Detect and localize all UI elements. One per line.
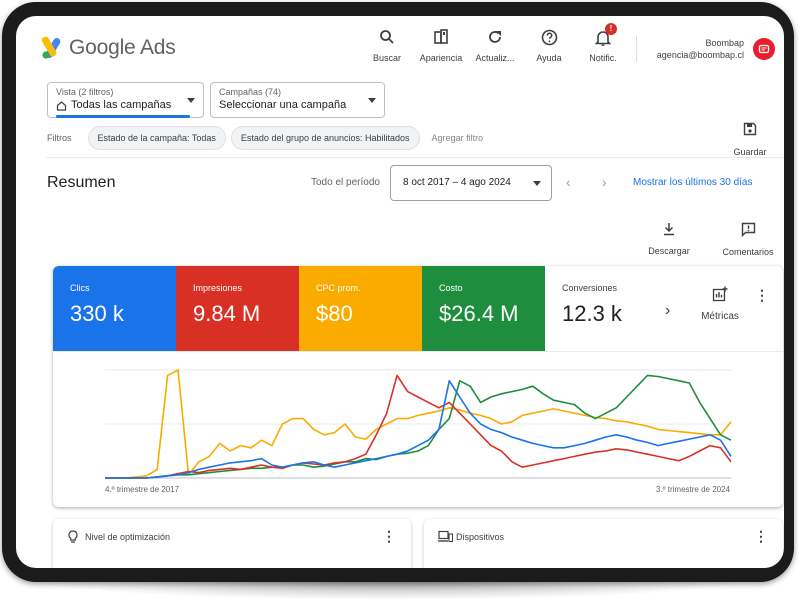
save-button[interactable]: Guardar xyxy=(728,122,772,157)
help-icon xyxy=(541,29,557,45)
metric-name: Costo xyxy=(439,283,463,293)
chevron-down-icon xyxy=(187,98,195,103)
view-selector-value: Todas las campañas xyxy=(71,99,172,111)
devices-panel: Dispositivos ⋮ xyxy=(424,519,783,568)
help-button[interactable]: Ayuda xyxy=(523,26,575,63)
metrics-label: Métricas xyxy=(701,311,739,322)
download-label: Descargar xyxy=(648,246,690,256)
filters-label: Filtros xyxy=(47,133,72,143)
account-name: Boombap xyxy=(705,38,744,48)
metric-name: Conversiones xyxy=(562,283,618,293)
metric-name: CPC prom. xyxy=(316,283,361,293)
brand-name: Google Ads xyxy=(69,36,176,59)
campaign-selector[interactable]: Campañas (74) Seleccionar una campaña xyxy=(210,82,385,118)
metric-value: $80 xyxy=(316,301,353,326)
search-icon xyxy=(380,30,394,44)
period-label: Todo el período xyxy=(311,177,380,188)
save-icon xyxy=(743,122,757,136)
notifications-label: Notific. xyxy=(589,53,617,63)
google-ads-app: Google Ads Buscar Apariencia Actualiz... xyxy=(16,16,784,568)
tiles-divider xyxy=(53,351,783,352)
filter-bar: Filtros Estado de la campaña: Todas Esta… xyxy=(47,126,483,150)
metric-tile-cost[interactable]: Costo $26.4 M xyxy=(422,266,545,351)
chevron-down-icon xyxy=(533,181,541,186)
metric-name: Clics xyxy=(70,283,90,293)
save-label: Guardar xyxy=(733,147,767,157)
metric-tile-clicks[interactable]: Clics 330 k xyxy=(53,266,176,351)
google-ads-logo-icon xyxy=(41,36,65,59)
metric-value: 12.3 k xyxy=(562,301,622,326)
appearance-button[interactable]: Apariencia xyxy=(415,26,467,63)
card-more-icon[interactable]: ⋮ xyxy=(755,287,769,303)
refresh-icon xyxy=(489,31,501,43)
series-line-3[interactable] xyxy=(105,379,732,479)
campaign-selector-label: Campañas (74) xyxy=(219,87,282,97)
header-divider xyxy=(636,36,637,62)
tablet-frame: Google Ads Buscar Apariencia Actualiz... xyxy=(2,2,794,582)
add-chart-icon xyxy=(712,286,728,302)
series-line-1[interactable] xyxy=(105,374,732,479)
metric-value: 330 k xyxy=(70,301,124,326)
metric-tiles: Clics 330 k Impresiones 9.84 M CPC prom.… xyxy=(53,266,668,351)
devices-icon xyxy=(438,530,453,543)
metric-tile-conversions[interactable]: Conversiones 12.3 k xyxy=(545,266,668,351)
date-range-picker[interactable]: 8 oct 2017 – 4 ago 2024 xyxy=(390,165,552,201)
metric-tile-impressions[interactable]: Impresiones 9.84 M xyxy=(176,266,299,351)
view-selector[interactable]: Vista (2 filtros) Todas las campañas xyxy=(47,82,204,118)
account-email: agencia@boombap.cl xyxy=(656,50,744,60)
optimization-score-panel: Nivel de optimización ⋮ xyxy=(53,519,411,568)
appearance-icon xyxy=(434,29,448,44)
series-line-2[interactable] xyxy=(105,374,732,479)
notification-badge: ! xyxy=(605,23,617,35)
date-range-value: 8 oct 2017 – 4 ago 2024 xyxy=(403,177,511,188)
panel-more-icon[interactable]: ⋮ xyxy=(382,528,396,544)
search-label: Buscar xyxy=(372,53,401,63)
metric-name: Impresiones xyxy=(193,283,243,293)
comments-label: Comentarios xyxy=(722,247,774,257)
tablet-screen: Google Ads Buscar Apariencia Actualiz... xyxy=(16,16,784,568)
help-label: Ayuda xyxy=(536,53,562,63)
campaign-selector-value: Seleccionar una campaña xyxy=(219,99,347,111)
avatar[interactable] xyxy=(753,38,775,60)
comment-icon xyxy=(741,222,755,238)
performance-line-chart xyxy=(105,369,732,479)
summary-chart-card: Clics 330 k Impresiones 9.84 M CPC prom.… xyxy=(53,266,783,507)
refresh-button[interactable]: Actualiz... xyxy=(469,26,521,63)
page-title: Resumen xyxy=(47,174,116,191)
filter-chip-adgroup-status[interactable]: Estado del grupo de anuncios: Habilitado… xyxy=(230,126,420,150)
comments-button[interactable]: Comentarios xyxy=(718,222,778,257)
download-icon xyxy=(664,223,674,236)
panel-more-icon[interactable]: ⋮ xyxy=(754,528,768,544)
view-selector-active-indicator xyxy=(56,115,190,118)
chevron-down-icon xyxy=(368,98,376,103)
metric-tile-avg-cpc[interactable]: CPC prom. $80 xyxy=(299,266,422,351)
metric-value: 9.84 M xyxy=(193,301,261,326)
filter-divider xyxy=(46,157,784,158)
x-axis-end-label: 3.º trimestre de 2024 xyxy=(655,485,730,494)
add-filter-button[interactable]: Agregar filtro xyxy=(431,133,484,143)
next-period-button[interactable]: › xyxy=(602,174,607,190)
previous-period-button[interactable]: ‹ xyxy=(566,174,571,190)
next-metrics-button[interactable]: › xyxy=(665,302,671,319)
metrics-button[interactable]: Métricas xyxy=(695,286,745,322)
metric-value: $26.4 M xyxy=(439,301,519,326)
account-info[interactable]: Boombap agencia@boombap.cl xyxy=(657,37,744,61)
download-button[interactable]: Descargar xyxy=(646,222,692,256)
x-axis-start-label: 4.º trimestre de 2017 xyxy=(105,485,180,494)
google-ads-logo[interactable]: Google Ads xyxy=(41,36,176,60)
top-toolbar: Buscar Apariencia Actualiz... Ayuda xyxy=(361,23,631,63)
home-icon xyxy=(56,100,67,111)
show-last-30-days-link[interactable]: Mostrar los últimos 30 días xyxy=(633,177,753,188)
view-selector-label: Vista (2 filtros) xyxy=(56,87,114,97)
filter-chip-campaign-status[interactable]: Estado de la campaña: Todas xyxy=(87,126,226,150)
panel-title: Dispositivos xyxy=(456,532,505,542)
notifications-button[interactable]: ! Notific. xyxy=(577,23,629,63)
refresh-label: Actualiz... xyxy=(475,53,515,63)
search-button[interactable]: Buscar xyxy=(361,26,413,63)
lightbulb-icon xyxy=(68,530,78,543)
account-logo-icon xyxy=(758,44,770,54)
appearance-label: Apariencia xyxy=(419,53,463,63)
panel-title: Nivel de optimización xyxy=(85,532,171,542)
series-line-0[interactable] xyxy=(105,369,732,479)
